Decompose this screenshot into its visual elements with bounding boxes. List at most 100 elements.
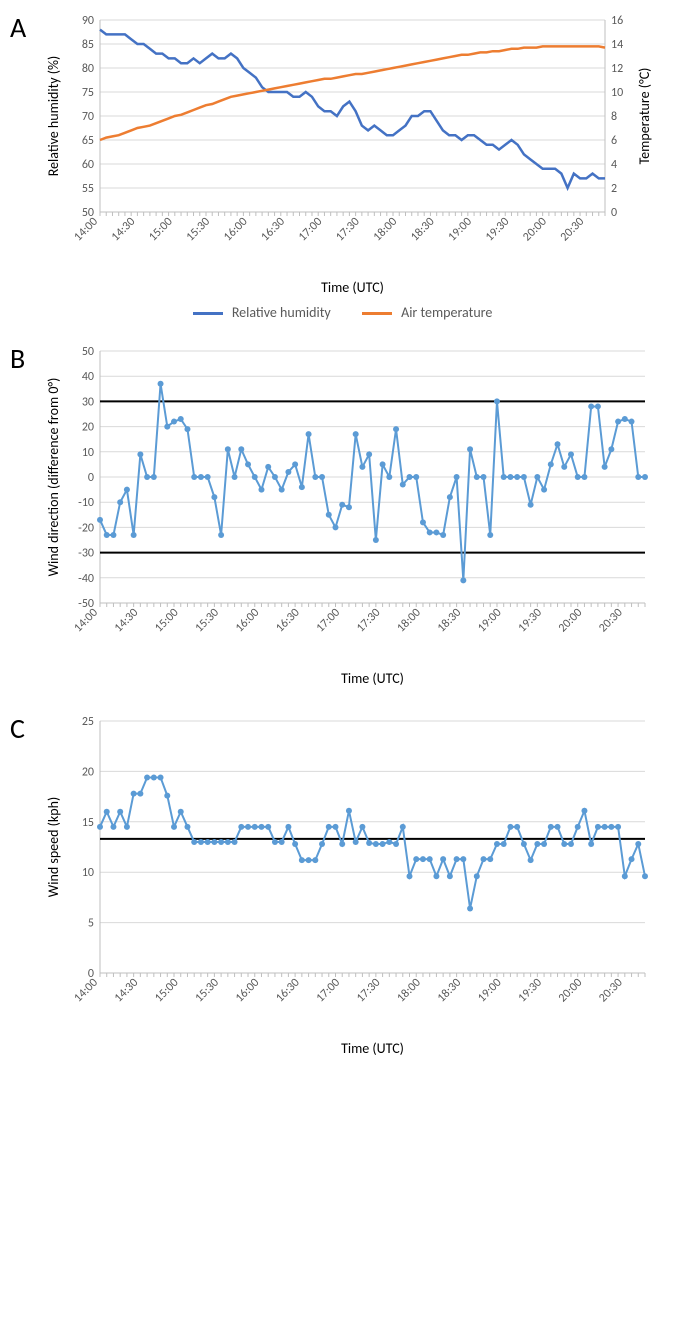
svg-text:18:00: 18:00	[371, 215, 400, 244]
svg-text:19:30: 19:30	[516, 606, 545, 635]
chart-b-svg: -50-40-30-20-1001020304050Wind direction…	[40, 341, 665, 691]
svg-text:20:00: 20:00	[556, 606, 585, 635]
svg-text:15:00: 15:00	[152, 976, 181, 1005]
svg-text:18:30: 18:30	[408, 215, 437, 244]
panel-b-label: B	[10, 341, 25, 376]
svg-text:90: 90	[82, 14, 94, 28]
svg-text:30: 30	[82, 395, 94, 409]
svg-text:-20: -20	[78, 521, 94, 535]
svg-text:16: 16	[611, 14, 623, 28]
panel-c-label: C	[10, 711, 25, 746]
svg-text:Time (UTC): Time (UTC)	[341, 670, 404, 687]
svg-text:70: 70	[82, 110, 94, 124]
panel-b: B -50-40-30-20-1001020304050Wind directi…	[10, 341, 675, 691]
svg-text:8: 8	[611, 110, 617, 124]
panel-a: A 505560657075808590Relative humidity (%…	[10, 10, 675, 321]
panel-c: C 0510152025Wind speed (kph)14:0014:3015…	[10, 711, 675, 1061]
chart-a-legend: Relative humidity Air temperature	[10, 304, 675, 321]
svg-text:20: 20	[82, 765, 94, 779]
svg-text:18:30: 18:30	[435, 976, 464, 1005]
chart-c-svg: 0510152025Wind speed (kph)14:0014:3015:0…	[40, 711, 665, 1061]
legend-swatch-rh	[193, 312, 223, 315]
svg-text:12: 12	[611, 62, 623, 76]
svg-text:16:30: 16:30	[258, 215, 287, 244]
svg-text:20:30: 20:30	[596, 976, 625, 1005]
svg-text:55: 55	[82, 182, 94, 196]
chart-b-wrap: -50-40-30-20-1001020304050Wind direction…	[40, 341, 675, 691]
svg-text:Temperature (°C): Temperature (°C)	[636, 68, 653, 165]
legend-label-temp: Air temperature	[401, 304, 492, 321]
svg-text:15:00: 15:00	[152, 606, 181, 635]
svg-text:19:30: 19:30	[483, 215, 512, 244]
svg-text:10: 10	[82, 446, 94, 460]
svg-text:16:30: 16:30	[273, 606, 302, 635]
svg-text:14:30: 14:30	[112, 606, 141, 635]
svg-text:14:30: 14:30	[109, 215, 138, 244]
legend-label-rh: Relative humidity	[232, 304, 331, 321]
svg-text:0: 0	[611, 206, 617, 220]
svg-text:18:00: 18:00	[394, 976, 423, 1005]
svg-text:16:00: 16:00	[233, 976, 262, 1005]
svg-text:20:00: 20:00	[556, 976, 585, 1005]
svg-text:20:00: 20:00	[520, 215, 549, 244]
svg-text:Relative humidity (%): Relative humidity (%)	[45, 56, 62, 177]
svg-text:Time (UTC): Time (UTC)	[341, 1040, 404, 1057]
legend-item-temp: Air temperature	[362, 304, 492, 321]
svg-text:14:00: 14:00	[71, 215, 100, 244]
svg-text:16:00: 16:00	[221, 215, 250, 244]
svg-text:19:00: 19:00	[475, 976, 504, 1005]
svg-text:14:00: 14:00	[71, 976, 100, 1005]
svg-text:14:30: 14:30	[112, 976, 141, 1005]
svg-text:20:30: 20:30	[558, 215, 587, 244]
chart-a-svg: 505560657075808590Relative humidity (%)0…	[40, 10, 665, 300]
svg-text:0: 0	[88, 471, 94, 485]
svg-text:80: 80	[82, 62, 94, 76]
svg-text:17:30: 17:30	[354, 606, 383, 635]
svg-text:17:00: 17:00	[296, 215, 325, 244]
svg-text:14: 14	[611, 38, 623, 52]
svg-text:17:30: 17:30	[333, 215, 362, 244]
svg-text:16:00: 16:00	[233, 606, 262, 635]
svg-text:10: 10	[82, 866, 94, 880]
chart-a-wrap: 505560657075808590Relative humidity (%)0…	[40, 10, 675, 300]
panel-a-label: A	[10, 10, 26, 45]
svg-text:10: 10	[611, 86, 623, 100]
svg-text:-30: -30	[78, 547, 94, 561]
svg-text:Wind speed (kph): Wind speed (kph)	[45, 797, 62, 897]
legend-item-rh: Relative humidity	[193, 304, 331, 321]
svg-text:17:00: 17:00	[314, 606, 343, 635]
svg-text:19:30: 19:30	[516, 976, 545, 1005]
svg-text:4: 4	[611, 158, 617, 172]
svg-text:20: 20	[82, 421, 94, 435]
svg-text:25: 25	[82, 715, 94, 729]
svg-text:Wind direction (difference fro: Wind direction (difference from 0°)	[45, 378, 62, 577]
svg-text:15: 15	[82, 816, 94, 830]
svg-text:20:30: 20:30	[596, 606, 625, 635]
svg-text:17:00: 17:00	[314, 976, 343, 1005]
svg-text:Time (UTC): Time (UTC)	[321, 279, 384, 296]
svg-text:18:00: 18:00	[394, 606, 423, 635]
svg-text:17:30: 17:30	[354, 976, 383, 1005]
svg-text:40: 40	[82, 370, 94, 384]
svg-text:65: 65	[82, 134, 94, 148]
svg-text:-40: -40	[78, 572, 94, 586]
svg-text:19:00: 19:00	[446, 215, 475, 244]
svg-text:15:30: 15:30	[193, 976, 222, 1005]
svg-text:5: 5	[88, 917, 94, 931]
svg-text:50: 50	[82, 345, 94, 359]
svg-text:75: 75	[82, 86, 94, 100]
svg-text:-10: -10	[78, 496, 94, 510]
svg-text:6: 6	[611, 134, 617, 148]
svg-text:15:00: 15:00	[146, 215, 175, 244]
chart-c-wrap: 0510152025Wind speed (kph)14:0014:3015:0…	[40, 711, 675, 1061]
svg-text:2: 2	[611, 182, 617, 196]
svg-text:19:00: 19:00	[475, 606, 504, 635]
svg-text:15:30: 15:30	[193, 606, 222, 635]
svg-text:16:30: 16:30	[273, 976, 302, 1005]
legend-swatch-temp	[362, 312, 392, 315]
svg-text:60: 60	[82, 158, 94, 172]
svg-text:18:30: 18:30	[435, 606, 464, 635]
svg-text:85: 85	[82, 38, 94, 52]
svg-text:15:30: 15:30	[184, 215, 213, 244]
svg-text:14:00: 14:00	[71, 606, 100, 635]
